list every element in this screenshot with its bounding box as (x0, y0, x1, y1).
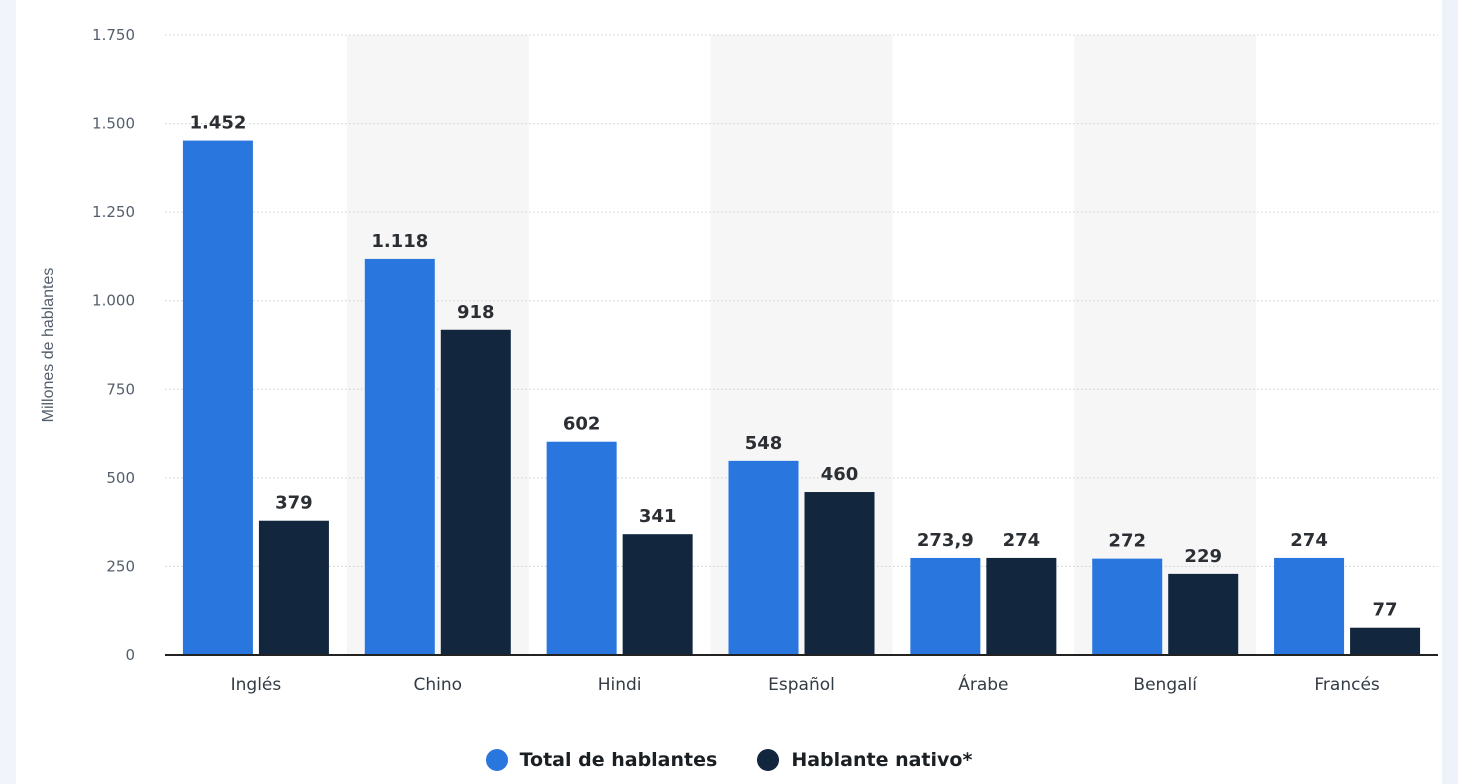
y-tick-label: 1.500 (92, 115, 135, 133)
legend-dot-icon (485, 749, 508, 771)
value-label: 602 (563, 414, 601, 435)
bars (182, 140, 1421, 655)
bar (728, 460, 799, 655)
value-label: 341 (639, 506, 677, 527)
x-category-label: Bengalí (1133, 675, 1198, 695)
bar (1168, 573, 1239, 655)
bar (910, 557, 981, 655)
legend: Total de hablantes Hablante nativo* (0, 744, 1458, 776)
value-label: 460 (821, 464, 859, 485)
y-tick-label: 500 (106, 469, 135, 487)
bar (364, 258, 435, 655)
page-edge (1442, 0, 1458, 784)
value-label: 274 (1003, 530, 1041, 551)
x-category-label: Árabe (958, 673, 1008, 695)
bar (1274, 557, 1345, 655)
value-label: 272 (1108, 531, 1146, 552)
value-label: 1.452 (189, 113, 246, 134)
x-category-label: Chino (414, 675, 463, 695)
x-axis-categories: Inglés Chino Hindi Español Árabe Bengalí Franc… (231, 673, 1380, 695)
bar (258, 520, 329, 655)
y-tick-label: 1.000 (92, 292, 135, 310)
y-tick-label: 0 (125, 646, 135, 664)
legend-label: Hablante nativo* (791, 749, 973, 771)
bar (440, 329, 511, 655)
value-label: 918 (457, 302, 495, 323)
value-label: 548 (745, 433, 783, 454)
value-label: 379 (275, 493, 313, 514)
x-category-label: Francés (1314, 675, 1380, 695)
y-tick-label: 250 (106, 557, 135, 575)
y-axis-title: Millones de hablantes (40, 268, 57, 423)
y-tick-label: 1.750 (92, 26, 135, 44)
legend-item-native[interactable]: Hablante nativo* (757, 749, 972, 771)
value-label: 274 (1290, 530, 1328, 551)
legend-dot-icon (757, 749, 780, 771)
bar (182, 140, 253, 655)
bar (804, 492, 875, 655)
y-axis-ticks: 0 250 500 750 1.000 1.250 1.500 1.750 (92, 26, 135, 664)
category-band (1074, 35, 1257, 655)
value-labels: 1.452 379 1.118 918 602 341 548 460 273,9 274 272 2… (189, 113, 1397, 621)
value-label: 1.118 (371, 231, 428, 252)
value-label: 229 (1184, 546, 1222, 567)
bar (622, 534, 693, 655)
bar (1350, 627, 1421, 655)
x-category-label: Hindi (598, 675, 642, 695)
legend-item-total[interactable]: Total de hablantes (485, 749, 718, 771)
value-label: 273,9 (917, 530, 974, 551)
legend-label: Total de hablantes (519, 749, 718, 771)
value-label: 77 (1373, 600, 1398, 621)
bar (546, 441, 617, 655)
y-tick-label: 1.250 (92, 203, 135, 221)
y-tick-label: 750 (106, 380, 135, 398)
bar (1092, 558, 1163, 655)
bar (986, 557, 1057, 655)
x-category-label: Español (768, 675, 835, 695)
x-category-label: Inglés (231, 675, 282, 695)
